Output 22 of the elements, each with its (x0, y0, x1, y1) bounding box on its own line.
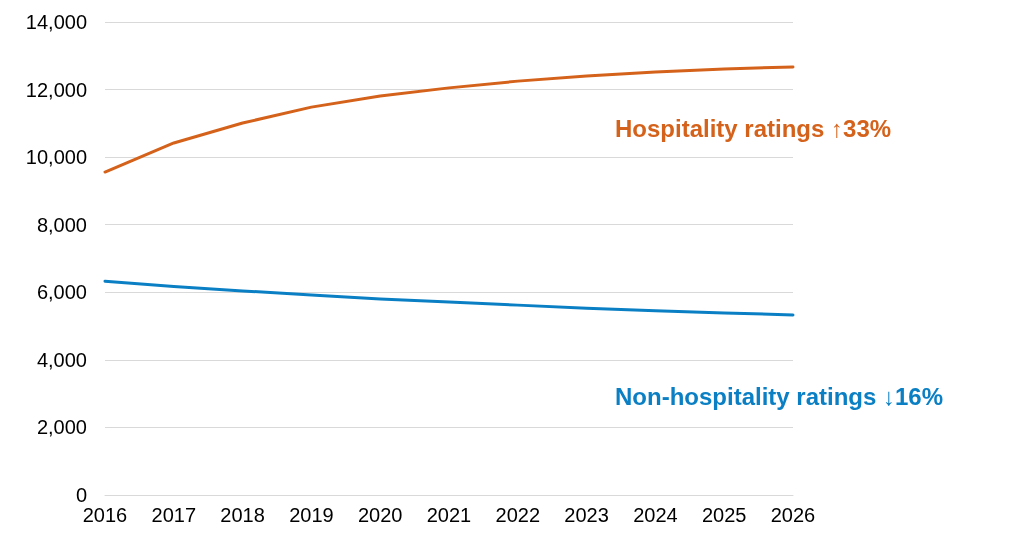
y-tick-label: 10,000 (25, 146, 87, 169)
series-label: Hospitality ratings ↑33% (615, 114, 892, 142)
x-tick-label: 2016 (82, 504, 128, 526)
x-tick-label: 2024 (633, 504, 678, 526)
text: Non-hospitality ratings ↓16% (615, 382, 944, 410)
x-tick-label: 2020 (357, 504, 403, 526)
y-tick-label: 12,000 (25, 78, 87, 101)
x-tick-label: 2026 (770, 504, 816, 526)
y-tick-label: 8,000 (36, 213, 87, 236)
x-tick-label: 2018 (220, 504, 265, 526)
x-tick-label: 2021 (426, 504, 472, 526)
y-tick-label: 2,000 (36, 416, 87, 439)
y-tick-label: 4,000 (36, 348, 87, 371)
y-tick-label: 14,000 (25, 11, 87, 33)
x-tick-label: 2017 (151, 504, 197, 526)
y-tick-label: 6,000 (36, 281, 87, 304)
x-tick-label: 2025 (701, 504, 747, 526)
y-tick-label: 0 (75, 484, 87, 506)
x-tick-label: 2019 (289, 504, 334, 526)
x-tick-label: 2023 (564, 504, 609, 526)
x-tick-label: 2022 (495, 504, 541, 526)
line-series (103, 279, 795, 317)
